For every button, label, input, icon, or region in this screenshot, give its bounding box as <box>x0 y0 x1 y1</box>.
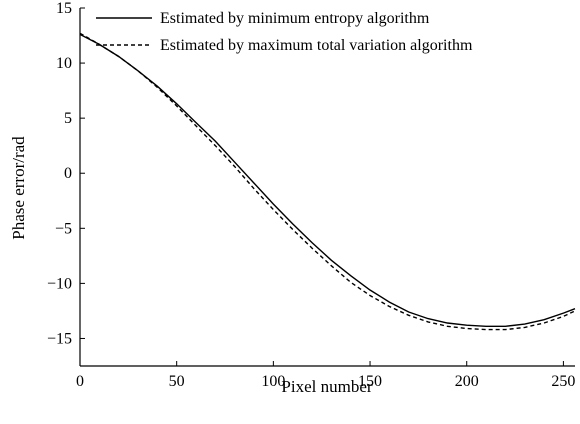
legend-label-1: Estimated by minimum entropy algorithm <box>160 10 430 27</box>
legend: Estimated by minimum entropy algorithm Es… <box>96 10 473 54</box>
y-tick-label: −10 <box>47 275 72 292</box>
x-tick-label: 100 <box>261 373 285 390</box>
x-tick-label: 0 <box>76 373 84 390</box>
x-axis-ticks: 0 50 100 150 200 250 <box>76 361 575 390</box>
x-tick-label: 50 <box>169 373 185 390</box>
legend-label-2: Estimated by maximum total variation alg… <box>160 37 473 54</box>
y-tick-label: −5 <box>55 220 72 237</box>
series-line-2 <box>79 32 576 331</box>
x-tick-label: 150 <box>358 373 382 390</box>
series-line-1 <box>79 33 576 327</box>
y-tick-label: 5 <box>64 110 72 127</box>
x-tick-label: 200 <box>455 373 479 390</box>
x-axis-label: Pixel number <box>281 377 372 396</box>
series-layer <box>79 32 576 331</box>
y-axis-ticks: 15 10 5 0 −5 −10 −15 <box>47 0 85 347</box>
x-tick-label: 250 <box>551 373 575 390</box>
y-tick-label: 10 <box>56 55 72 72</box>
y-tick-label: 15 <box>56 0 72 17</box>
y-axis-label: Phase error/rad <box>9 136 28 240</box>
plot-area <box>79 8 575 367</box>
y-tick-label: 0 <box>64 165 72 182</box>
y-tick-label: −15 <box>47 330 72 347</box>
